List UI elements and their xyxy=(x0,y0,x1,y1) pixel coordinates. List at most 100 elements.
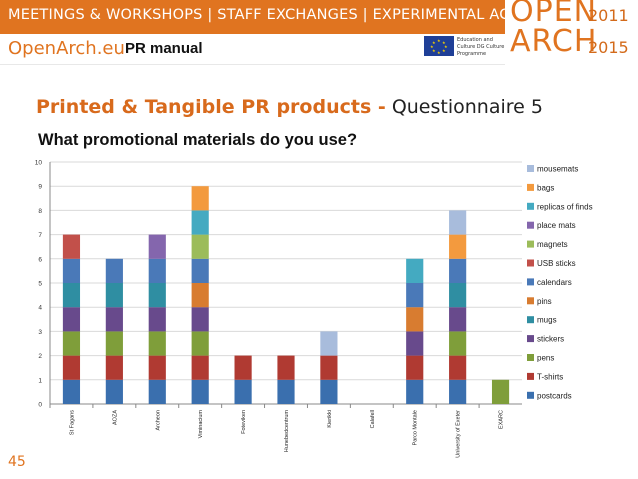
bar-segment xyxy=(277,355,295,380)
x-tick-label: Kierikki xyxy=(327,410,333,428)
legend-label: T-shirts xyxy=(537,372,563,381)
legend-swatch xyxy=(527,259,534,267)
bar-segment xyxy=(191,307,209,332)
legend-swatch xyxy=(527,278,534,286)
header-subbar xyxy=(0,34,505,65)
bar-segment xyxy=(449,307,467,332)
bar-segment xyxy=(148,234,166,259)
legend-swatch xyxy=(527,316,534,324)
legend-label: magnets xyxy=(537,240,568,249)
legend-swatch xyxy=(527,372,534,380)
legend-label: mousemats xyxy=(537,165,578,174)
bar-segment xyxy=(449,283,467,308)
x-tick-label: Archeon xyxy=(155,410,161,431)
bar-segment xyxy=(105,283,123,308)
legend-swatch xyxy=(527,335,534,343)
y-tick-label: 1 xyxy=(38,377,42,384)
y-tick-label: 5 xyxy=(38,281,42,288)
bar-segment xyxy=(320,379,338,404)
bar-segment xyxy=(62,258,81,283)
bar-segment xyxy=(105,331,123,356)
bar-segment xyxy=(62,307,81,332)
bar-segment xyxy=(62,283,81,308)
site-name: OpenArch.eu xyxy=(8,38,125,59)
bar-segment xyxy=(320,355,338,380)
slide-title-main: Printed & Tangible PR products - xyxy=(36,96,386,118)
y-tick-label: 10 xyxy=(35,160,43,167)
legend-label: calendars xyxy=(537,278,572,287)
legend-label: place mats xyxy=(537,221,576,230)
bar-segment xyxy=(191,258,209,283)
bar-segment xyxy=(105,307,123,332)
bar-segment xyxy=(449,355,467,380)
y-tick-label: 4 xyxy=(38,305,42,312)
eu-flag-icon: ★ ★ ★ ★ ★ ★ ★ ★ xyxy=(424,36,454,56)
bar-segment xyxy=(191,210,209,235)
bar-segment xyxy=(449,210,467,235)
year-start: 2011 xyxy=(588,6,629,25)
bar-segment xyxy=(406,258,424,283)
legend-label: pens xyxy=(537,354,554,363)
legend-label: USB sticks xyxy=(537,259,576,268)
bar-segment xyxy=(406,331,424,356)
y-tick-label: 7 xyxy=(38,232,42,239)
bar-segment xyxy=(406,379,424,404)
year-end: 2015 xyxy=(588,38,629,57)
x-tick-label: Parco Montale xyxy=(413,410,419,445)
bar-segment xyxy=(191,234,209,259)
x-tick-label: St Fagans xyxy=(69,410,75,435)
header-banner: MEETINGS & WORKSHOPS | STAFF EXCHANGES |… xyxy=(0,0,555,34)
bar-segment xyxy=(105,258,123,283)
bar-segment xyxy=(449,234,467,259)
bar-segment xyxy=(62,379,81,404)
logo-area xyxy=(505,0,638,72)
page-number: 45 xyxy=(8,454,26,470)
bar-segment xyxy=(191,379,209,404)
legend-swatch xyxy=(527,240,534,248)
bar-segment xyxy=(191,186,209,211)
bar-segment xyxy=(191,331,209,356)
bar-segment xyxy=(406,307,424,332)
bar-segment xyxy=(277,379,295,404)
bar-segment xyxy=(320,331,338,356)
bar-segment xyxy=(234,355,252,380)
y-tick-label: 0 xyxy=(38,402,42,409)
x-tick-label: EXARC xyxy=(499,410,505,429)
bar-segment xyxy=(148,307,166,332)
bar-segment xyxy=(449,331,467,356)
chart-question: What promotional materials do you use? xyxy=(38,131,358,149)
y-tick-label: 9 xyxy=(38,184,42,191)
x-tick-label: Foteviken xyxy=(241,410,247,434)
logo-arch: ARCH xyxy=(510,24,598,59)
legend-label: pins xyxy=(537,297,552,306)
bar-segment xyxy=(148,331,166,356)
bar-segment xyxy=(406,283,424,308)
bar-segment xyxy=(62,234,81,259)
bar-segment xyxy=(191,355,209,380)
bar-segment xyxy=(148,379,166,404)
legend-swatch xyxy=(527,165,534,172)
x-tick-label: University of Exeter xyxy=(456,410,462,458)
bar-segment xyxy=(62,331,81,356)
legend-label: mugs xyxy=(537,316,557,325)
y-tick-label: 3 xyxy=(38,329,42,336)
slide-title-sub: Questionnaire 5 xyxy=(391,96,543,118)
legend-swatch xyxy=(527,297,534,305)
legend-swatch xyxy=(527,183,534,191)
legend-swatch xyxy=(527,221,534,229)
bar-segment xyxy=(105,379,123,404)
legend-label: bags xyxy=(537,183,554,192)
x-tick-label: Hunebedcentrum xyxy=(284,410,290,453)
y-tick-label: 6 xyxy=(38,256,42,263)
bar-segment xyxy=(449,379,467,404)
bar-segment xyxy=(105,355,123,380)
bar-segment xyxy=(234,379,252,404)
legend-swatch xyxy=(527,354,534,361)
legend-label: postcards xyxy=(537,391,572,400)
bar-segment xyxy=(491,379,510,404)
logo-open: OPEN xyxy=(510,0,598,29)
bar-segment xyxy=(148,258,166,283)
bar-segment xyxy=(148,283,166,308)
bar-segment xyxy=(406,355,424,380)
